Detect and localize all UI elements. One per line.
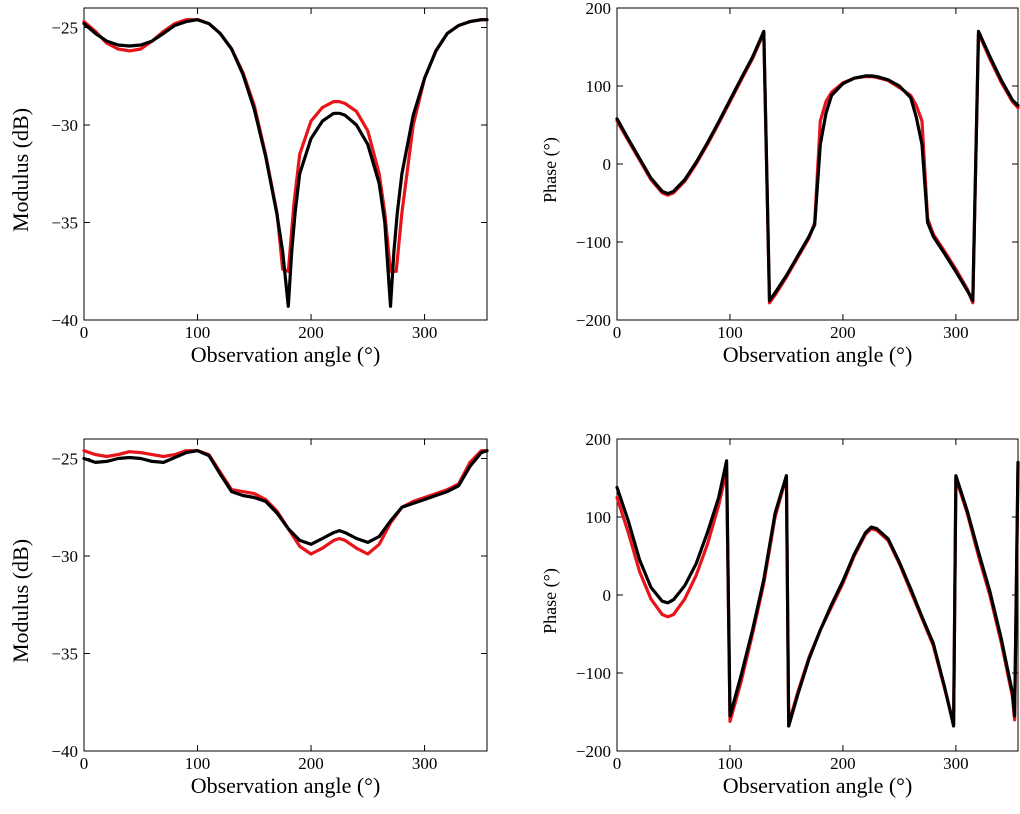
y-tick-label: −25 <box>51 450 78 469</box>
y-tick-label: −100 <box>576 664 611 683</box>
series-line-1 <box>82 449 489 546</box>
series-line-1 <box>615 29 1020 303</box>
plot-frame <box>83 7 488 321</box>
y-tick-label: 100 <box>586 508 612 527</box>
x-tick-label: 0 <box>613 323 622 342</box>
y-tick-label: −35 <box>51 214 78 233</box>
y-tick-label: −100 <box>576 233 611 252</box>
x-axis-title: Observation angle (°) <box>723 342 913 367</box>
x-tick-label: 200 <box>298 754 324 773</box>
y-axis-title: Modulus (dB) <box>8 539 33 663</box>
x-tick-label: 200 <box>830 754 856 773</box>
x-axis-title: Observation angle (°) <box>191 342 381 367</box>
x-axis-title: Observation angle (°) <box>723 773 913 798</box>
y-tick-label: −40 <box>51 742 78 761</box>
y-axis-title: Phase (°) <box>540 137 561 203</box>
y-tick-label: 200 <box>586 0 612 18</box>
x-tick-label: 200 <box>830 323 856 342</box>
x-tick-label: 0 <box>613 754 622 773</box>
y-tick-label: −40 <box>51 311 78 330</box>
x-tick-label: 100 <box>185 323 211 342</box>
y-tick-label: 0 <box>603 155 612 174</box>
y-tick-label: 100 <box>586 77 612 96</box>
x-tick-label: 300 <box>412 754 438 773</box>
x-tick-label: 0 <box>80 323 89 342</box>
x-tick-label: 300 <box>412 323 438 342</box>
series-line-0 <box>82 18 489 273</box>
x-tick-label: 100 <box>717 323 743 342</box>
chart-panel-modulus-top: 0 100 200 300 −40 −35 −30 −25 Observation angle … <box>8 7 489 367</box>
y-tick-label: −25 <box>51 19 78 38</box>
x-tick-label: 0 <box>80 754 89 773</box>
x-tick-label: 100 <box>185 754 211 773</box>
series-line-1 <box>615 459 1020 728</box>
series-line-0 <box>82 449 489 556</box>
x-axis-title: Observation angle (°) <box>191 773 381 798</box>
y-tick-label: −35 <box>51 645 78 664</box>
y-axis-title: Phase (°) <box>540 568 561 634</box>
y-tick-label: 200 <box>586 430 612 449</box>
y-tick-label: −200 <box>576 311 611 330</box>
y-tick-label: −30 <box>51 547 78 566</box>
y-tick-label: −30 <box>51 116 78 135</box>
chart-panel-modulus-bottom: 0 100 200 300 −40 −35 −30 −25 Observation angle … <box>8 438 489 798</box>
series-line-1 <box>82 18 489 308</box>
x-tick-label: 200 <box>298 323 324 342</box>
y-tick-label: −200 <box>576 742 611 761</box>
y-tick-label: 0 <box>603 586 612 605</box>
x-tick-label: 300 <box>943 754 969 773</box>
x-tick-label: 100 <box>717 754 743 773</box>
plot-frame <box>83 438 488 752</box>
y-axis-title: Modulus (dB) <box>8 108 33 232</box>
x-tick-label: 300 <box>943 323 969 342</box>
